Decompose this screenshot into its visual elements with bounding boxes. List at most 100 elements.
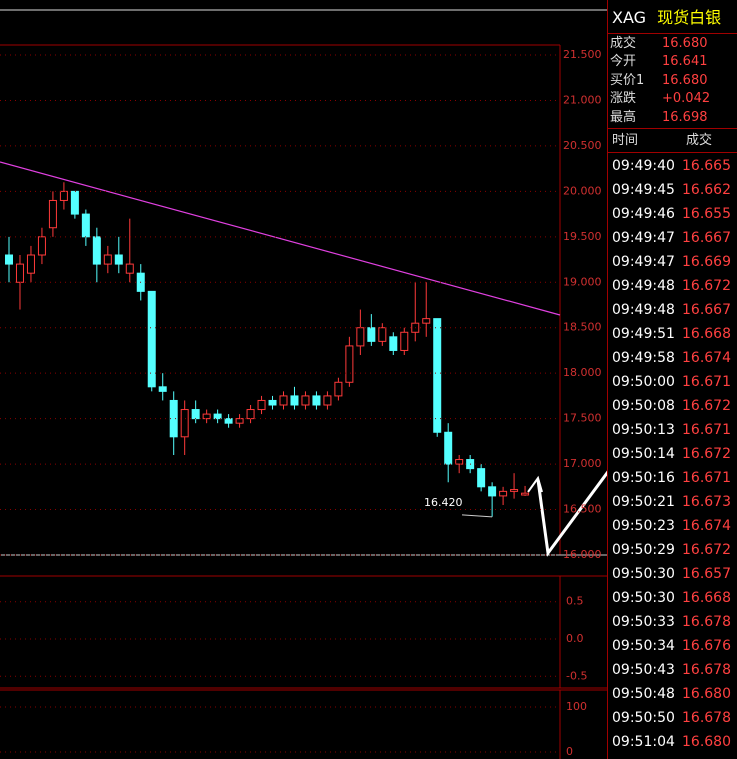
y-tick-label: 20.500 [563, 139, 602, 152]
trade-row: 09:50:34 16.676 [608, 633, 737, 657]
trade-time: 09:50:21 [612, 494, 675, 510]
trade-time: 09:50:50 [612, 710, 675, 726]
candle-body [455, 459, 464, 465]
trade-row: 09:49:40 16.665 [608, 153, 737, 177]
trade-row: 09:50:48 16.680 [608, 681, 737, 705]
trade-row: 09:49:48 16.672 [608, 273, 737, 297]
annotation: 16.420 [424, 496, 463, 509]
trade-row: 09:49:58 16.674 [608, 345, 737, 369]
trade-price: 16.672 [682, 446, 731, 462]
candle-body [92, 236, 101, 265]
trade-row: 09:50:29 16.672 [608, 537, 737, 561]
trade-row: 09:49:45 16.662 [608, 177, 737, 201]
trade-row: 09:50:30 16.657 [608, 561, 737, 585]
trade-price: 16.668 [682, 590, 731, 606]
trade-price: 16.672 [682, 398, 731, 414]
trade-row: 09:49:47 16.667 [608, 225, 737, 249]
trade-price: 16.673 [682, 494, 731, 510]
quote-row: 成交 16.680 [608, 35, 737, 53]
candle-body [488, 486, 497, 497]
header: XAG 现货白银 [608, 0, 737, 34]
trade-row: 09:49:48 16.667 [608, 297, 737, 321]
trade-time: 09:50:16 [612, 470, 675, 486]
candle-body [224, 418, 233, 424]
trade-price: 16.676 [682, 638, 731, 654]
candle-body [257, 399, 266, 411]
trade-time: 09:50:30 [612, 590, 675, 606]
trade-time: 09:50:33 [612, 614, 675, 630]
trade-price: 16.680 [682, 734, 731, 750]
candle-body [246, 409, 255, 420]
y-tick-label: 21.000 [563, 93, 602, 106]
candle-body [268, 399, 277, 406]
trade-row: 09:50:50 16.678 [608, 705, 737, 729]
trade-time: 09:49:58 [612, 350, 675, 366]
candle-body [510, 489, 519, 492]
trade-time: 09:49:47 [612, 230, 675, 246]
y-tick-label: 100 [566, 700, 587, 713]
candle-body [37, 236, 46, 256]
trend-line [0, 161, 561, 316]
candle-body [191, 409, 200, 420]
quote-label: 涨跌 [610, 91, 637, 107]
trade-time: 09:49:40 [612, 158, 675, 174]
trade-row: 09:50:43 16.678 [608, 657, 737, 681]
trade-price: 16.672 [682, 278, 731, 294]
quote-row: 今开 16.641 [608, 53, 737, 71]
trade-time: 09:49:45 [612, 182, 675, 198]
trade-time: 09:50:48 [612, 686, 675, 702]
quote-label: 买价1 [610, 72, 645, 88]
trade-price: 16.671 [682, 470, 731, 486]
trade-row: 09:50:30 16.668 [608, 585, 737, 609]
candle-body [213, 413, 222, 420]
trade-price: 16.668 [682, 326, 731, 342]
trade-price: 16.657 [682, 566, 731, 582]
trade-price: 16.680 [682, 686, 731, 702]
quote-value: +0.042 [662, 91, 711, 107]
candle-body [15, 263, 24, 283]
candle-body [169, 399, 178, 438]
candle-body [400, 331, 409, 351]
y-tick-label: 0.5 [566, 595, 584, 608]
candle-body [114, 254, 123, 265]
trade-price: 16.678 [682, 614, 731, 630]
candle-body [345, 345, 354, 383]
candle-body [389, 336, 398, 351]
candle-body [147, 290, 156, 388]
trade-row: 09:50:16 16.671 [608, 465, 737, 489]
candle-body [5, 254, 13, 265]
trade-price: 16.665 [682, 158, 731, 174]
candle-body [70, 190, 79, 215]
quote-value: 16.641 [662, 54, 708, 70]
arrow [527, 475, 543, 493]
quote-row: 最高 16.698 [608, 109, 737, 127]
symbol: XAG [612, 8, 647, 27]
trade-price: 16.678 [682, 710, 731, 726]
y-tick-label: 21.500 [563, 48, 602, 61]
arrow [536, 470, 607, 557]
candle-body [499, 490, 508, 497]
quote-label: 成交 [610, 36, 637, 51]
y-tick-label: -0.5 [566, 669, 587, 682]
trade-time: 09:50:08 [612, 398, 675, 414]
trade-time: 09:50:29 [612, 542, 675, 558]
candle-body [180, 409, 189, 438]
y-tick-label: 0 [566, 745, 573, 758]
candle-body [48, 199, 57, 229]
trade-row: 09:49:51 16.668 [608, 321, 737, 345]
quote-label: 今开 [610, 54, 637, 70]
column-header: 时间 [612, 133, 639, 148]
instrument-name: 现货白银 [657, 8, 722, 27]
candle-body [323, 395, 332, 406]
trade-price: 16.662 [682, 182, 731, 198]
y-tick-label: 19.500 [563, 230, 602, 243]
trade-price: 16.667 [682, 230, 731, 246]
trade-time: 09:49:48 [612, 302, 675, 318]
trade-row: 09:49:46 16.655 [608, 201, 737, 225]
quote-row: 涨跌 +0.042 [608, 90, 737, 108]
trade-time: 09:50:34 [612, 638, 675, 654]
y-tick-label: 0.0 [566, 632, 584, 645]
candle-body [378, 327, 387, 342]
y-tick-label: 18.500 [563, 321, 602, 334]
trade-price: 16.667 [682, 302, 731, 318]
